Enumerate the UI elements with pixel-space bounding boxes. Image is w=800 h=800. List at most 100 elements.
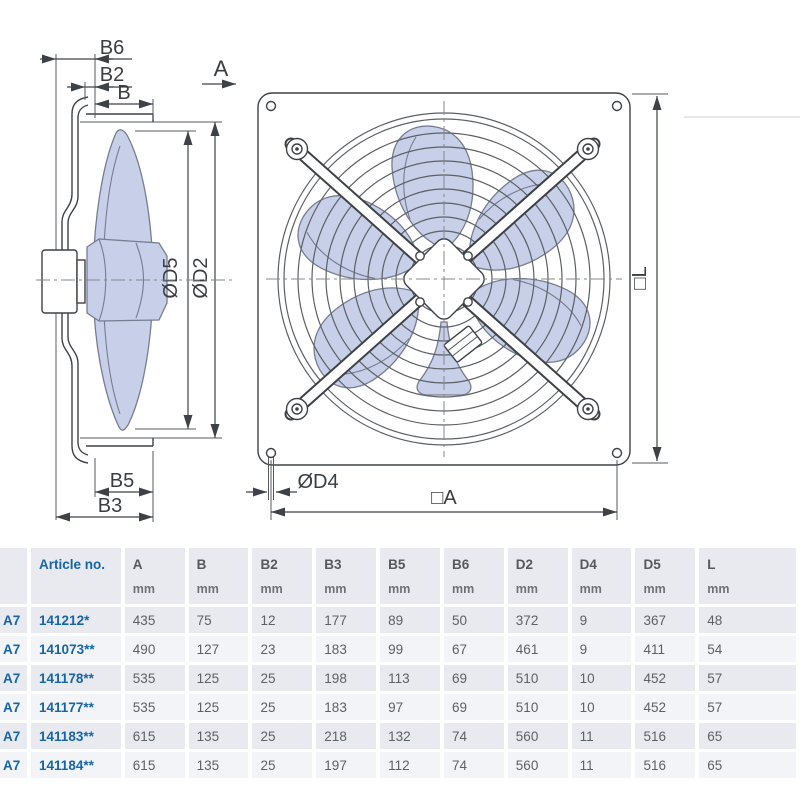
dimension-b3: B3: [56, 495, 153, 522]
col-header-blank: [0, 548, 32, 607]
dimension-b: B: [95, 82, 154, 120]
value-cell: 89: [380, 607, 444, 636]
value-cell: 372: [507, 607, 572, 636]
table-row: A7 141178** 535 125 25 198 113 69 510 10 452 57: [0, 665, 800, 694]
col-header-b6: B6 mm: [443, 548, 508, 607]
strut-bolts: [285, 137, 600, 421]
type-cell: A7: [0, 636, 32, 665]
article-no-cell: 141212*: [31, 607, 125, 636]
hub-profile: [86, 238, 168, 322]
hub-bolts: [415, 251, 473, 307]
value-cell: 25: [252, 723, 317, 752]
value-cell: 75: [188, 607, 253, 636]
value-cell: 615: [124, 723, 189, 752]
value-cell: 197: [316, 752, 381, 781]
dim-label-square-a: □A: [431, 487, 457, 509]
dimension-l: □L: [629, 93, 668, 464]
value-cell: 183: [316, 636, 381, 665]
value-cell: 25: [252, 752, 317, 781]
dim-label-d2: ØD2: [190, 257, 212, 298]
value-cell: 510: [507, 665, 572, 694]
value-cell: 11: [571, 752, 636, 781]
value-cell: 25: [252, 694, 317, 723]
col-header-d4: D4 mm: [571, 548, 636, 607]
mounting-hole: [611, 447, 623, 459]
value-cell: 69: [443, 694, 508, 723]
dim-label-l: □L: [629, 266, 651, 289]
dim-label-b5: B5: [110, 470, 134, 492]
dim-label-b: B: [117, 82, 130, 104]
article-no-cell: 141184**: [31, 752, 125, 781]
dimension-b5: B5: [94, 451, 154, 522]
side-view: B6 B2 B ØD5 ØD2: [36, 37, 232, 522]
article-no-cell: 141183**: [31, 723, 125, 752]
value-cell: 50: [443, 607, 508, 636]
technical-drawing: B6 B2 B ØD5 ØD2: [36, 37, 800, 522]
dim-label-d4: ØD4: [297, 471, 338, 493]
value-cell: 615: [124, 752, 189, 781]
value-cell: 461: [507, 636, 572, 665]
value-cell: 435: [124, 607, 189, 636]
value-cell: 127: [188, 636, 253, 665]
value-cell: 125: [188, 665, 253, 694]
dimension-d4: ØD4: [246, 457, 339, 500]
value-cell: 560: [507, 752, 572, 781]
article-no-cell: 141178**: [31, 665, 125, 694]
value-cell: 510: [507, 694, 572, 723]
dim-label-b3: B3: [98, 495, 122, 517]
value-cell: 560: [507, 723, 572, 752]
table-row: A7 141212* 435 75 12 177 89 50 372 9 367 48: [0, 607, 800, 636]
type-cell: A7: [0, 723, 32, 752]
value-cell: 535: [124, 665, 189, 694]
dim-label-b6: B6: [100, 37, 124, 59]
impeller-profile: [86, 129, 168, 431]
article-no-cell: 141073**: [31, 636, 125, 665]
value-cell: 198: [316, 665, 381, 694]
value-cell: 74: [443, 723, 508, 752]
section-arrow: A: [202, 56, 236, 89]
front-view: □L ØD4 □A: [246, 92, 668, 520]
value-cell: 25: [252, 665, 317, 694]
value-cell: 452: [635, 665, 700, 694]
value-cell: 99: [380, 636, 444, 665]
value-cell: 11: [571, 723, 636, 752]
value-cell: 132: [380, 723, 444, 752]
mounting-hole: [611, 100, 623, 112]
dimension-a: □A: [270, 460, 618, 520]
value-cell: 135: [188, 752, 253, 781]
value-cell: 113: [380, 665, 444, 694]
col-header-d2: D2 mm: [507, 548, 572, 607]
value-cell: 535: [124, 694, 189, 723]
value-cell: 10: [571, 665, 636, 694]
col-header-article-no-: Article no.: [31, 548, 125, 607]
table-row: A7 141177** 535 125 25 183 97 69 510 10 452 57: [0, 694, 800, 723]
value-cell: 48: [699, 607, 800, 636]
value-cell: 177: [316, 607, 381, 636]
type-cell: A7: [0, 665, 32, 694]
dim-label-b2: B2: [100, 64, 124, 86]
value-cell: 125: [188, 694, 253, 723]
col-header-d5: D5 mm: [635, 548, 700, 607]
mounting-hole: [265, 100, 277, 112]
value-cell: 367: [635, 607, 700, 636]
value-cell: 10: [571, 694, 636, 723]
col-header-b3: B3 mm: [316, 548, 381, 607]
value-cell: 218: [316, 723, 381, 752]
mounting-hole: [265, 447, 277, 459]
col-header-b5: B5 mm: [380, 548, 444, 607]
value-cell: 97: [380, 694, 444, 723]
value-cell: 490: [124, 636, 189, 665]
terminal-box: [443, 325, 483, 363]
value-cell: 452: [635, 694, 700, 723]
value-cell: 9: [571, 607, 636, 636]
section-label-a: A: [214, 56, 229, 81]
col-header-b2: B2 mm: [252, 548, 317, 607]
value-cell: 23: [252, 636, 317, 665]
value-cell: 183: [316, 694, 381, 723]
value-cell: 135: [188, 723, 253, 752]
value-cell: 411: [635, 636, 700, 665]
value-cell: 57: [699, 665, 800, 694]
